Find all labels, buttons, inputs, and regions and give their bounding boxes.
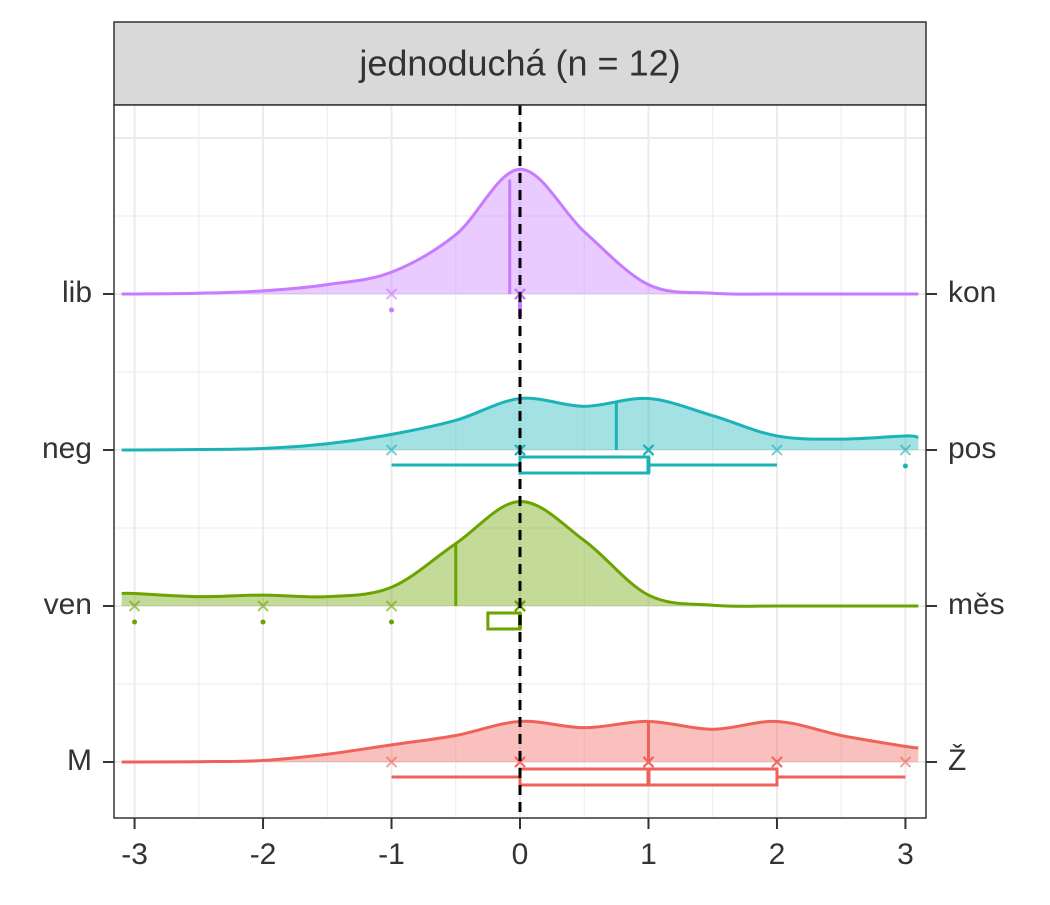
point xyxy=(257,600,269,612)
box xyxy=(486,611,522,631)
box xyxy=(518,455,650,475)
point xyxy=(128,600,141,612)
strip xyxy=(113,21,927,106)
x-tick-label: -3 xyxy=(121,838,148,871)
point xyxy=(899,756,912,768)
point xyxy=(385,600,398,612)
x-tick-label: 2 xyxy=(769,838,786,871)
y2-tick-label: měs xyxy=(948,588,1005,621)
outlier xyxy=(389,307,395,313)
outlier xyxy=(902,463,908,469)
point xyxy=(771,444,783,456)
y2-tick-label: pos xyxy=(948,432,996,465)
strip-title: jednoduchá (n = 12) xyxy=(358,43,680,84)
x-tick-label: 0 xyxy=(512,838,529,871)
point xyxy=(385,756,398,768)
density-area xyxy=(121,398,919,451)
outlier xyxy=(389,619,395,625)
x-tick-label: -1 xyxy=(378,838,405,871)
x-tick-label: -2 xyxy=(250,838,277,871)
y-tick-label: neg xyxy=(42,432,92,465)
point xyxy=(385,444,398,456)
x-tick-label: 1 xyxy=(640,838,657,871)
point xyxy=(899,444,912,456)
density-line xyxy=(121,167,919,296)
point xyxy=(642,444,655,456)
point xyxy=(771,756,783,768)
outlier xyxy=(260,619,266,625)
y2-tick-label: kon xyxy=(948,276,996,309)
y-tick-label: M xyxy=(67,744,92,777)
y-tick-label: lib xyxy=(62,276,92,309)
y2-tick-label: Ž xyxy=(948,744,966,777)
outlier xyxy=(132,619,138,625)
y-tick-label: ven xyxy=(44,588,92,621)
point xyxy=(642,756,655,768)
point xyxy=(514,756,526,768)
x-tick-label: 3 xyxy=(897,838,914,871)
point xyxy=(385,288,398,300)
